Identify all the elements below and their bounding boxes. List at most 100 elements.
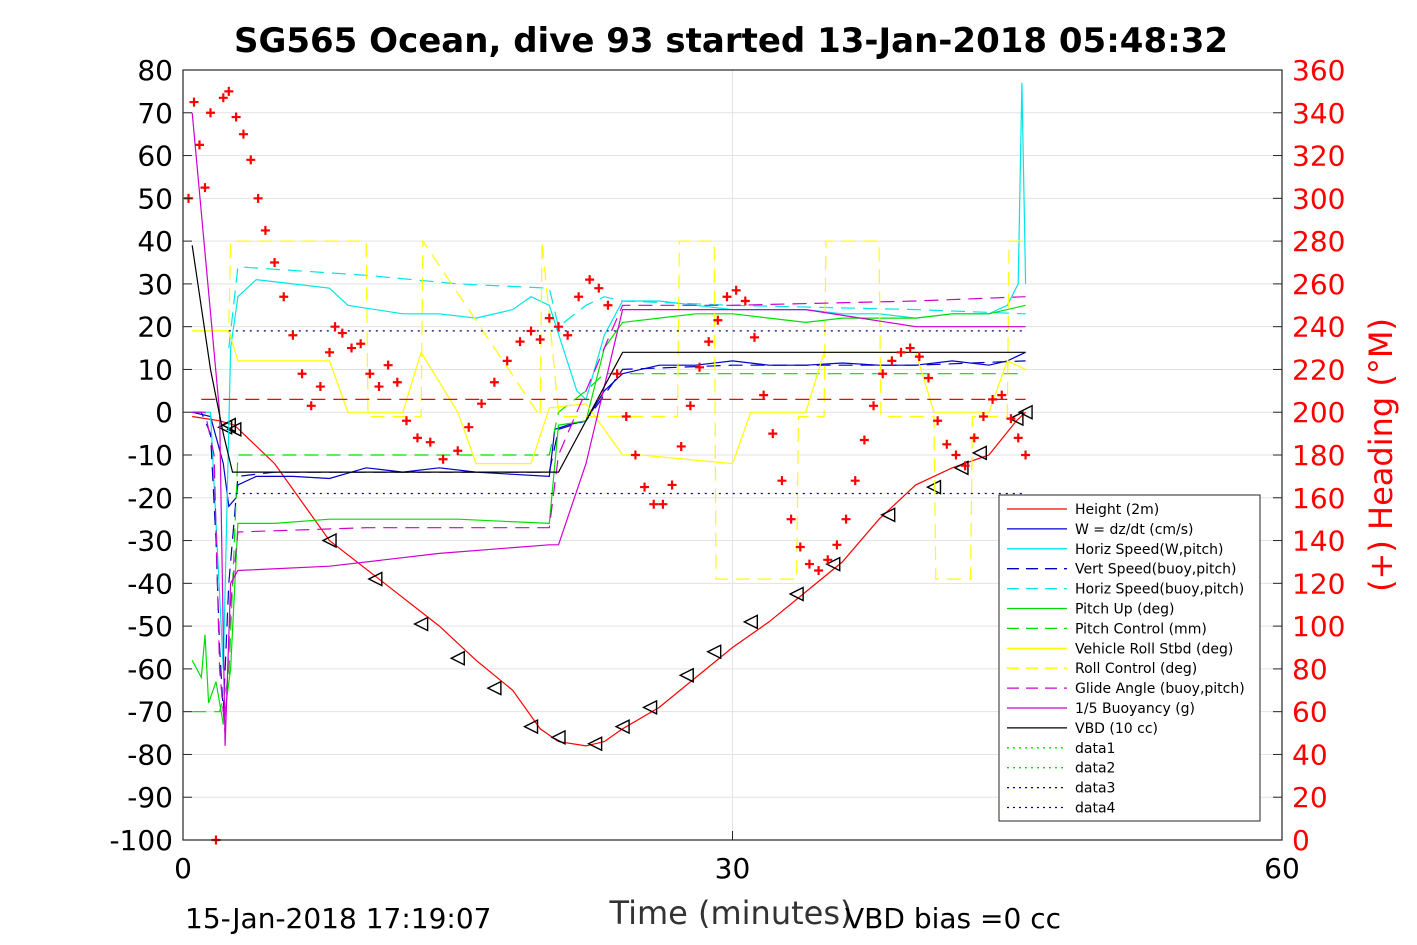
y-tick-label: 20 <box>137 311 173 344</box>
height-marker <box>1017 404 1033 420</box>
legend-label: W = dz/dt (cm/s) <box>1075 522 1194 538</box>
heading-point <box>425 437 435 447</box>
legend-label: data4 <box>1075 801 1116 817</box>
right-tick-label: 360 <box>1292 54 1345 87</box>
heading-point <box>667 480 677 490</box>
y-tick-label: -30 <box>127 525 173 558</box>
y-tick-label: 30 <box>137 268 173 301</box>
height-marker <box>550 729 566 745</box>
height-marker <box>522 719 539 735</box>
x-axis-label: Time (minutes) <box>609 894 853 932</box>
legend-label: Pitch Control (mm) <box>1075 621 1207 637</box>
heading-point <box>630 450 640 460</box>
heading-point <box>768 429 778 439</box>
heading-point <box>612 369 622 379</box>
y-tick-label: -80 <box>127 738 173 771</box>
right-tick-label: 220 <box>1292 353 1345 386</box>
heading-point <box>621 412 631 421</box>
heading-point <box>685 401 695 411</box>
heading-point <box>749 332 759 342</box>
heading-point <box>535 335 545 344</box>
heading-point <box>453 446 463 456</box>
heading-point <box>347 343 357 353</box>
heading-point <box>374 382 384 392</box>
right-axis-label: (+) Heading (°M) <box>1362 318 1400 592</box>
height-marker <box>678 667 694 683</box>
height-marker <box>788 586 804 602</box>
heading-point <box>1006 414 1016 424</box>
heading-point <box>246 155 256 165</box>
heading-point <box>823 555 833 565</box>
heading-point <box>438 454 448 464</box>
y-tick-label: -40 <box>127 567 173 600</box>
right-tick-label: 300 <box>1292 182 1345 215</box>
heading-point <box>933 416 943 426</box>
heading-point <box>713 315 723 325</box>
legend-label: 1/5 Buoyancy (g) <box>1075 701 1195 717</box>
heading-point <box>640 482 650 492</box>
heading-point <box>553 322 563 332</box>
y-axis-right: 3603403203002802602402202001801601401201… <box>1273 54 1345 857</box>
heading-point <box>383 360 393 370</box>
x-axis: 0 30 60 <box>174 831 1300 885</box>
right-tick-label: 340 <box>1292 97 1345 130</box>
heading-point <box>515 337 525 347</box>
heading-point <box>887 356 897 366</box>
heading-point <box>905 343 915 353</box>
legend-label: data1 <box>1075 741 1115 757</box>
heading-point <box>489 377 499 387</box>
heading-point <box>365 369 375 379</box>
series-height_markers <box>217 404 1033 752</box>
legend-label: Glide Angle (buoy,pitch) <box>1075 681 1245 697</box>
heading-point <box>194 140 204 150</box>
heading-point <box>594 283 604 293</box>
height-marker <box>825 556 841 572</box>
height-marker <box>587 736 603 752</box>
heading-point <box>464 422 474 432</box>
heading-point <box>412 433 422 443</box>
height-marker <box>321 532 337 549</box>
heading-point <box>896 347 906 357</box>
series-layer <box>183 82 1033 845</box>
height-marker <box>1008 411 1024 427</box>
series-vert_speed_buoy <box>192 360 1026 712</box>
heading-point <box>297 369 307 379</box>
legend-label: data3 <box>1075 781 1115 797</box>
heading-point <box>786 514 796 524</box>
heading-point <box>330 322 340 332</box>
height-marker <box>367 571 383 587</box>
heading-point <box>306 401 316 411</box>
legend-label: data2 <box>1075 761 1115 777</box>
heading-point <box>189 97 199 107</box>
heading-point <box>704 337 714 347</box>
heading-point <box>288 330 298 340</box>
series-horiz_speed_buoy <box>228 266 1026 349</box>
height-marker <box>449 650 465 666</box>
heading-point <box>337 328 347 338</box>
heading-point <box>804 559 814 569</box>
right-tick-label: 60 <box>1292 696 1328 729</box>
y-tick-label: 80 <box>137 54 173 87</box>
right-tick-label: 260 <box>1292 268 1345 301</box>
y-tick-label: -10 <box>127 439 173 472</box>
heading-point <box>224 86 234 96</box>
height-marker <box>742 614 759 630</box>
legend-label: Vehicle Roll Stbd (deg) <box>1075 641 1233 657</box>
y-tick-label: -60 <box>127 653 173 686</box>
heading-point <box>942 439 952 449</box>
height-marker <box>953 460 969 476</box>
right-tick-label: 100 <box>1292 610 1345 643</box>
y-tick-label: 10 <box>137 353 173 386</box>
heading-point <box>676 441 686 451</box>
right-tick-label: 240 <box>1292 311 1345 344</box>
footer-timestamp: 15-Jan-2018 17:19:07 <box>185 902 491 935</box>
heading-point <box>878 369 888 379</box>
heading-point <box>923 373 933 383</box>
heading-point <box>814 566 824 575</box>
heading-point <box>603 300 613 310</box>
heading-point <box>401 416 411 426</box>
right-tick-label: 160 <box>1292 482 1345 515</box>
series-pitch_control <box>192 373 1026 713</box>
right-tick-label: 320 <box>1292 140 1345 173</box>
